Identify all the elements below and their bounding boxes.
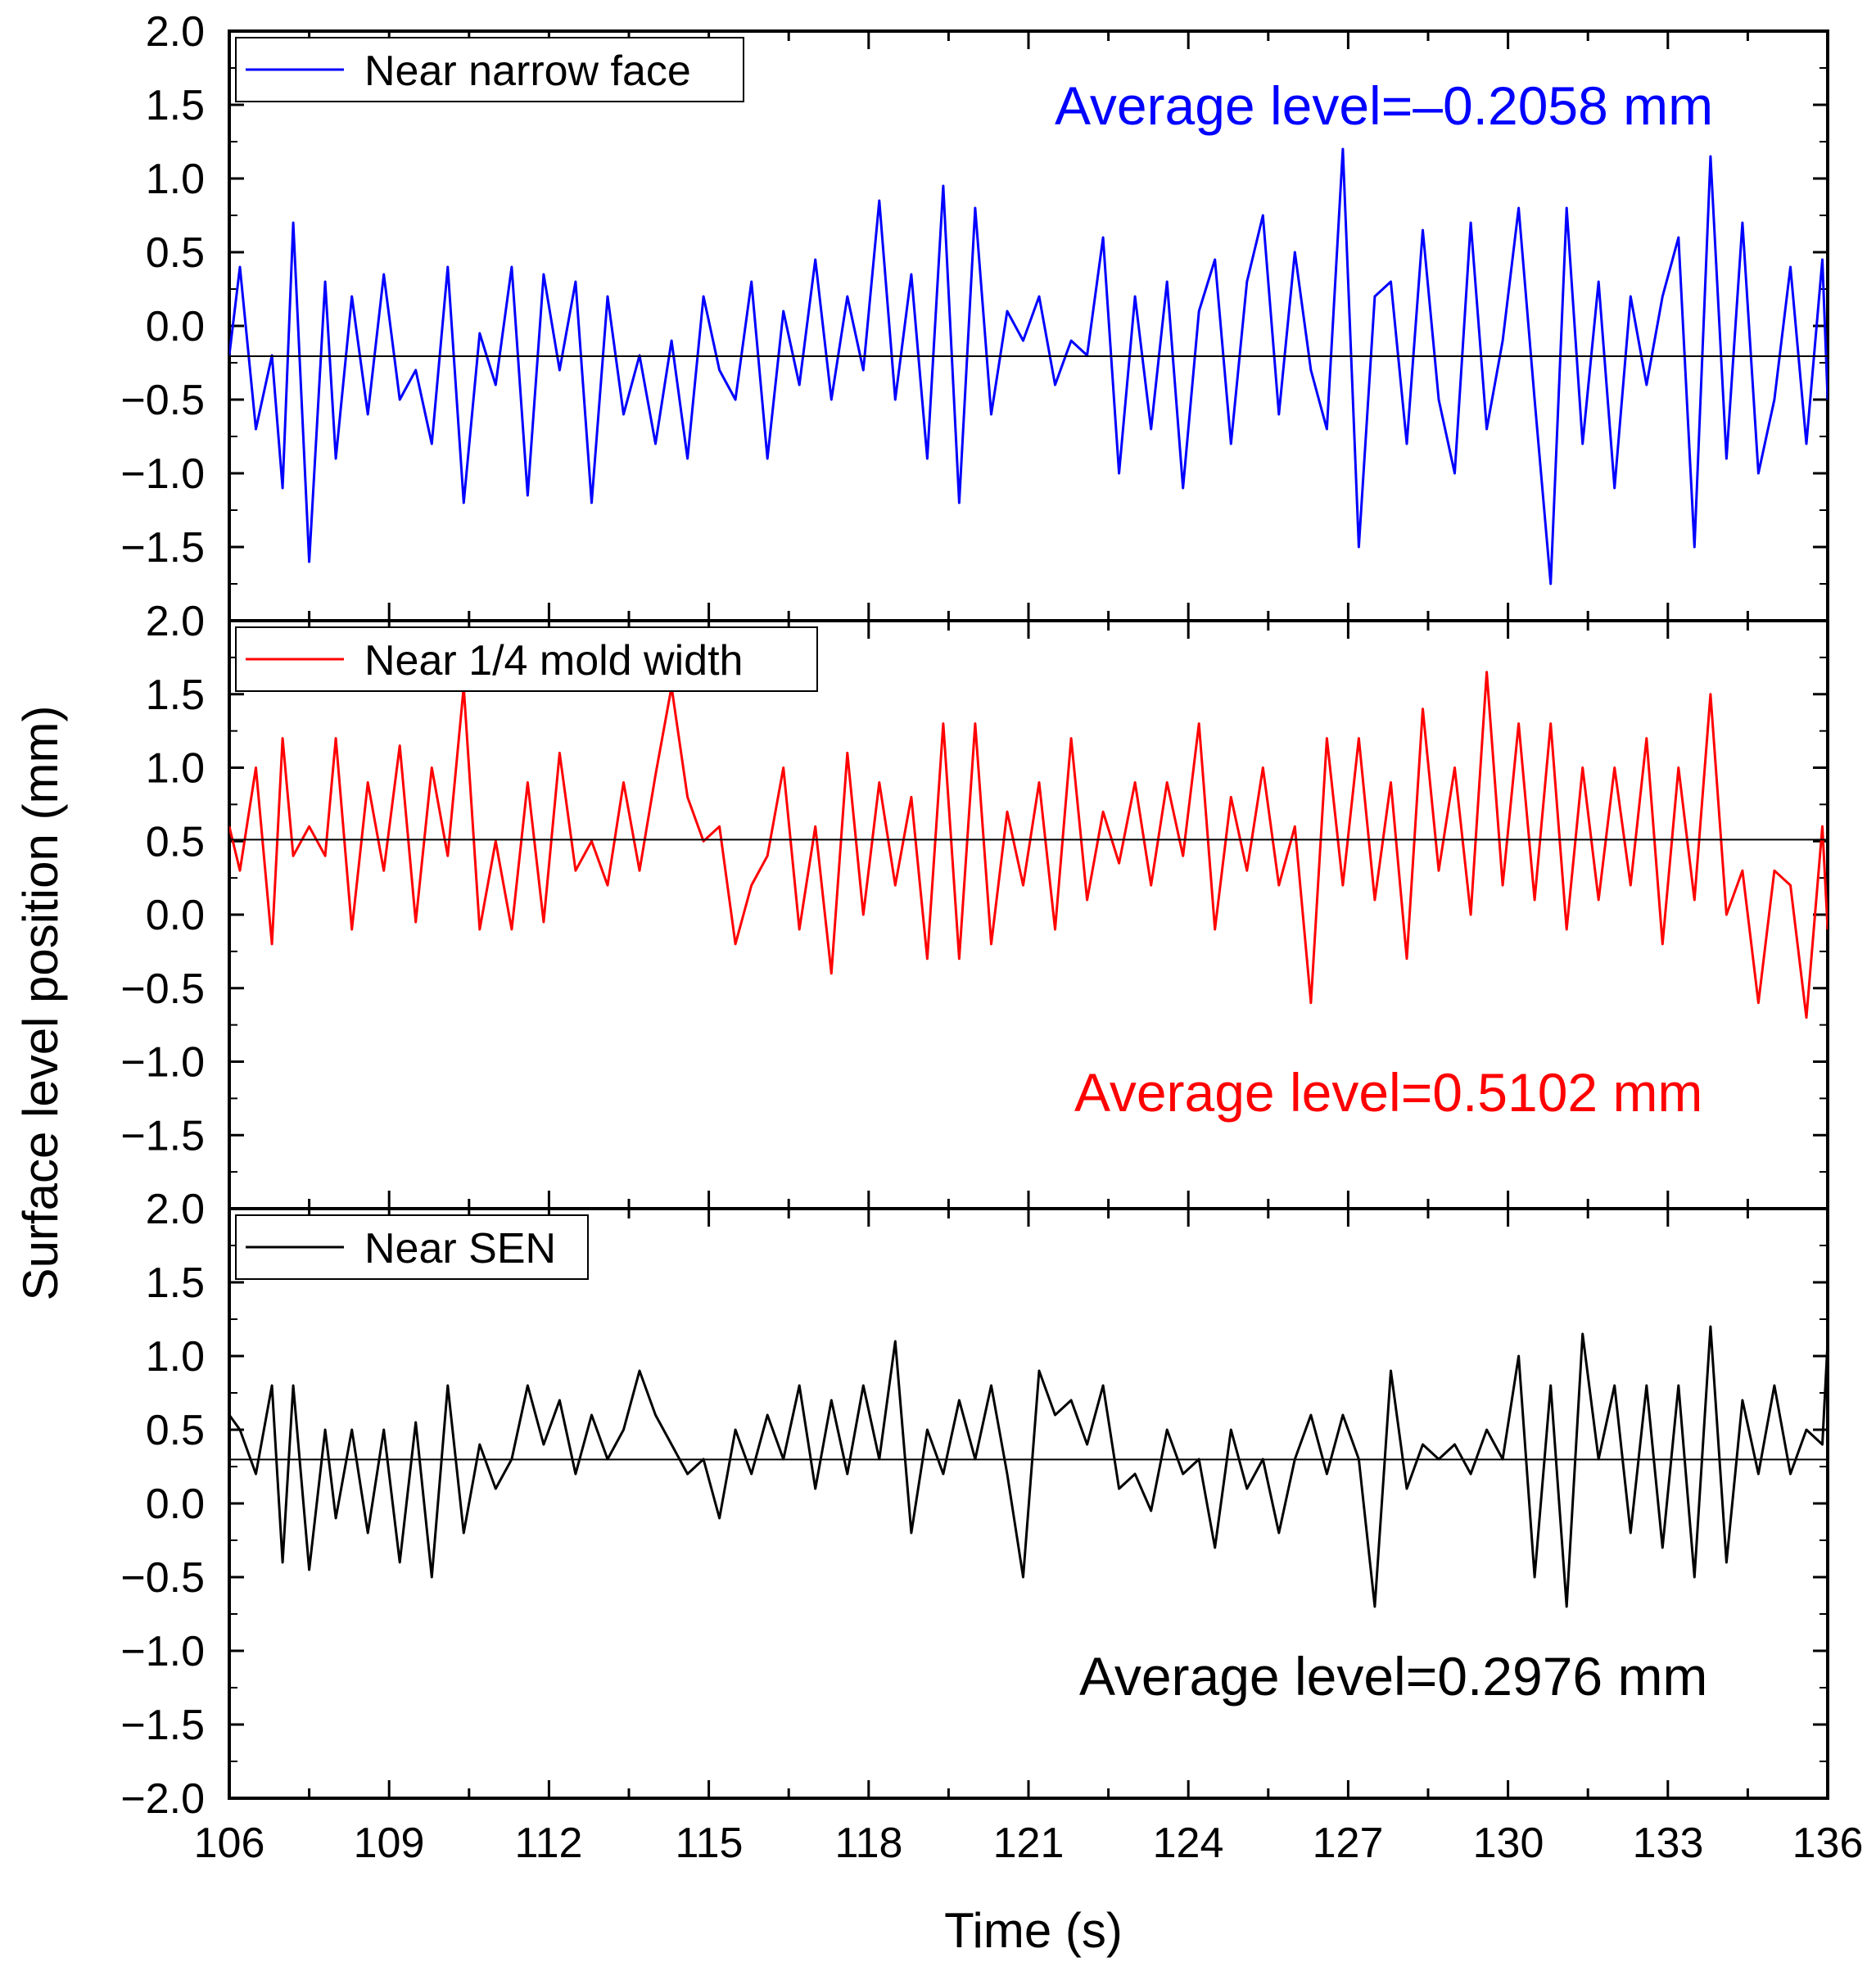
- y-tick-label: −1.5: [120, 1112, 205, 1160]
- y-tick-label: 0.5: [146, 229, 205, 277]
- legend-narrow: Near narrow face: [235, 37, 744, 102]
- x-tick-label: 133: [1633, 1820, 1704, 1867]
- panel-narrow: 2.0 1.5 1.0 0.5 0.0 −0.5 −1.0 −1.5 Near narrow f…: [120, 8, 1829, 622]
- y-tick-label: 1.0: [146, 1333, 205, 1381]
- x-tick-label: 121: [993, 1820, 1065, 1867]
- chart-panels: 2.0 1.5 1.0 0.5 0.0 −0.5 −1.0 −1.5 Near narrow f…: [120, 8, 1829, 1823]
- series-line-sen: [229, 1325, 1828, 1608]
- y-tick-label: 0.5: [146, 818, 205, 866]
- x-tick-label: 136: [1792, 1820, 1864, 1867]
- legend-label: Near 1/4 mold width: [364, 637, 743, 685]
- y-tick-label: −0.5: [120, 1554, 205, 1602]
- y-tick-label: −1.5: [120, 524, 205, 572]
- panel-sen: 2.0 1.5 1.0 0.5 0.0 −0.5 −1.0 −1.5 −2.0 Near SEN A…: [120, 1186, 1829, 1823]
- panel-quarter: 2.0 1.5 1.0 0.5 0.0 −0.5 −1.0 −1.5 Near 1/4 mold…: [120, 598, 1829, 1210]
- y-tick-label: −0.5: [120, 965, 205, 1013]
- y-tick-label: 0.5: [146, 1407, 205, 1454]
- legend-quarter: Near 1/4 mold width: [235, 626, 818, 692]
- y-tick-label: 1.0: [146, 745, 205, 793]
- y-tick-label: −1.0: [120, 1039, 205, 1087]
- y-tick-label: −2.0: [120, 1775, 205, 1823]
- y-tick-label: 1.5: [146, 671, 205, 719]
- series-line-quarter: [229, 671, 1828, 1019]
- y-axis-title: Surface level position (mm): [13, 706, 68, 1301]
- y-tick-label: 2.0: [146, 598, 205, 645]
- x-tick-label: 118: [835, 1820, 903, 1867]
- x-tick-label: 112: [515, 1820, 583, 1867]
- x-tick-label: 109: [354, 1820, 425, 1867]
- average-annotation-quarter: Average level=0.5102 mm: [1074, 1062, 1702, 1123]
- legend-label: Near SEN: [364, 1225, 556, 1273]
- y-tick-label: −1.5: [120, 1702, 205, 1749]
- y-tick-label: 0.0: [146, 1481, 205, 1528]
- y-tick-label: 0.0: [146, 303, 205, 350]
- x-tick-label: 115: [676, 1820, 744, 1867]
- y-tick-label: 1.5: [146, 1259, 205, 1307]
- x-axis-title: Time (s): [944, 1903, 1123, 1958]
- x-tick-label: 124: [1153, 1820, 1224, 1867]
- y-tick-label: 2.0: [146, 1186, 205, 1233]
- x-tick-label: 106: [194, 1820, 265, 1867]
- legend-sen: Near SEN: [235, 1214, 589, 1280]
- x-tick-labels: 106 109 112 115 118 121 124 127 130 133 …: [194, 1820, 1864, 1867]
- x-tick-label: 130: [1473, 1820, 1544, 1867]
- series-line-narrow: [229, 147, 1828, 585]
- y-tick-label: −0.5: [120, 377, 205, 424]
- legend-label: Near narrow face: [364, 47, 691, 95]
- y-tick-label: 0.0: [146, 892, 205, 939]
- x-tick-label: 127: [1313, 1820, 1384, 1867]
- average-annotation-sen: Average level=0.2976 mm: [1079, 1646, 1707, 1707]
- y-tick-label: 1.0: [146, 156, 205, 203]
- y-tick-label: −1.0: [120, 1628, 205, 1675]
- y-tick-label: −1.0: [120, 450, 205, 498]
- y-tick-label: 2.0: [146, 8, 205, 56]
- average-annotation-narrow: Average level=–0.2058 mm: [1055, 75, 1713, 136]
- y-tick-label: 1.5: [146, 82, 205, 129]
